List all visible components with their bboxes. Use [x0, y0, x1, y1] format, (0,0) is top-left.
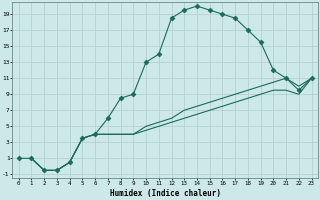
X-axis label: Humidex (Indice chaleur): Humidex (Indice chaleur) — [110, 189, 220, 198]
